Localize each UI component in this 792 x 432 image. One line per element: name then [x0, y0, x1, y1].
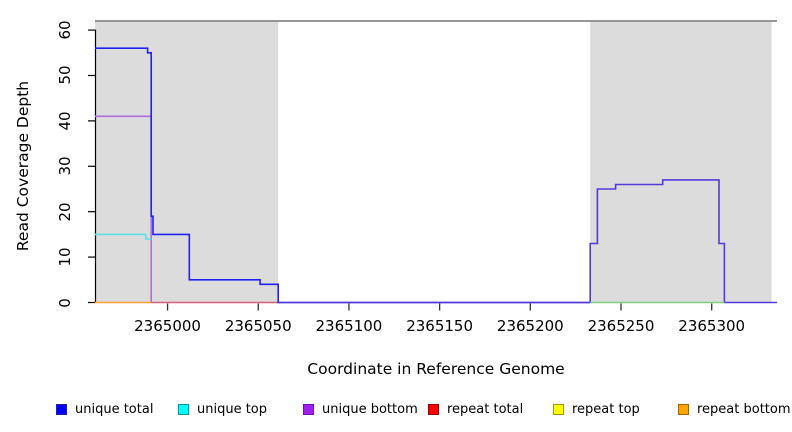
- legend-label: unique bottom: [322, 401, 418, 417]
- legend-label: repeat total: [447, 401, 524, 417]
- legend-swatch-icon: [678, 403, 689, 415]
- y-tick-label: 30: [56, 156, 74, 176]
- series-line-unique-total-and-bottom-overlap-right: [278, 179, 777, 304]
- legend: unique total unique top unique bottom repea…: [0, 401, 792, 421]
- x-tick-label: 2365200: [496, 317, 564, 335]
- series-line-unique-total: [95, 47, 591, 304]
- x-tick-label: 2365000: [134, 317, 201, 335]
- x-axis-label: Coordinate in Reference Genome: [307, 360, 565, 378]
- legend-swatch-icon: [428, 403, 439, 415]
- y-tick-label: 50: [56, 65, 74, 86]
- legend-label: repeat bottom: [697, 401, 791, 417]
- y-tick-label: 20: [56, 202, 74, 222]
- legend-label: unique top: [197, 401, 268, 417]
- legend-item-unique-top: unique top: [178, 401, 267, 417]
- legend-swatch-icon: [303, 403, 314, 415]
- legend-item-repeat-total: repeat total: [428, 401, 523, 417]
- masked-region-left: [95, 21, 279, 303]
- x-tick-label: 2365050: [224, 317, 292, 335]
- legend-item-unique-bottom: unique bottom: [303, 401, 418, 417]
- legend-label: unique total: [75, 401, 154, 417]
- y-axis-label: Read Coverage Depth: [14, 80, 32, 252]
- legend-swatch-icon: [56, 403, 67, 415]
- legend-label: repeat top: [572, 401, 640, 417]
- series-line-unique-top: [95, 233, 152, 240]
- x-tick-label: 2365150: [406, 317, 474, 335]
- y-tick-label: 60: [56, 20, 74, 40]
- y-tick-label: 40: [56, 111, 74, 131]
- x-tick-label: 2365100: [315, 317, 383, 335]
- masked-region-right: [590, 21, 772, 303]
- x-tick-label: 2365250: [587, 317, 655, 335]
- legend-swatch-icon: [178, 403, 189, 415]
- legend-swatch-icon: [553, 403, 564, 415]
- y-tick-label: 10: [56, 247, 74, 267]
- legend-item-repeat-top: repeat top: [553, 401, 640, 417]
- legend-item-repeat-bottom: repeat bottom: [678, 401, 791, 417]
- x-tick-label: 2365300: [678, 317, 746, 335]
- legend-item-unique-total: unique total: [56, 401, 153, 417]
- y-tick-label: 0: [56, 297, 74, 308]
